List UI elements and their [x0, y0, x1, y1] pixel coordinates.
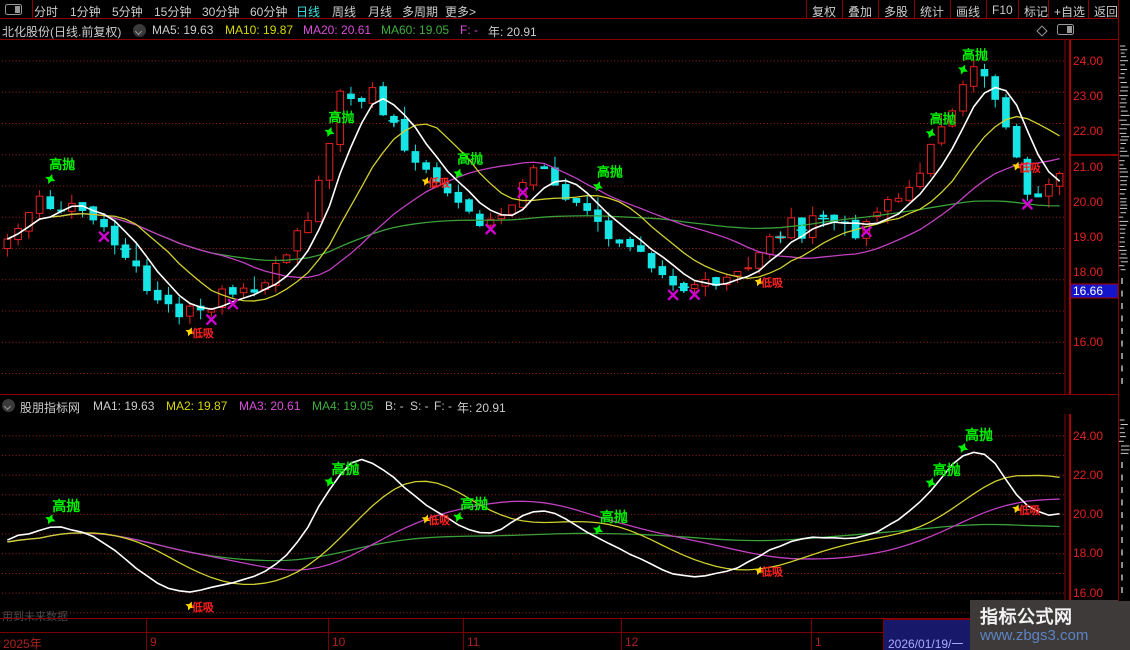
svg-text:16.00: 16.00 [1073, 586, 1103, 600]
svg-text:22.00: 22.00 [1073, 468, 1103, 482]
svg-text:18.00: 18.00 [1073, 546, 1103, 560]
svg-text:24.00: 24.00 [1073, 429, 1103, 443]
svg-text:20.00: 20.00 [1073, 507, 1103, 521]
